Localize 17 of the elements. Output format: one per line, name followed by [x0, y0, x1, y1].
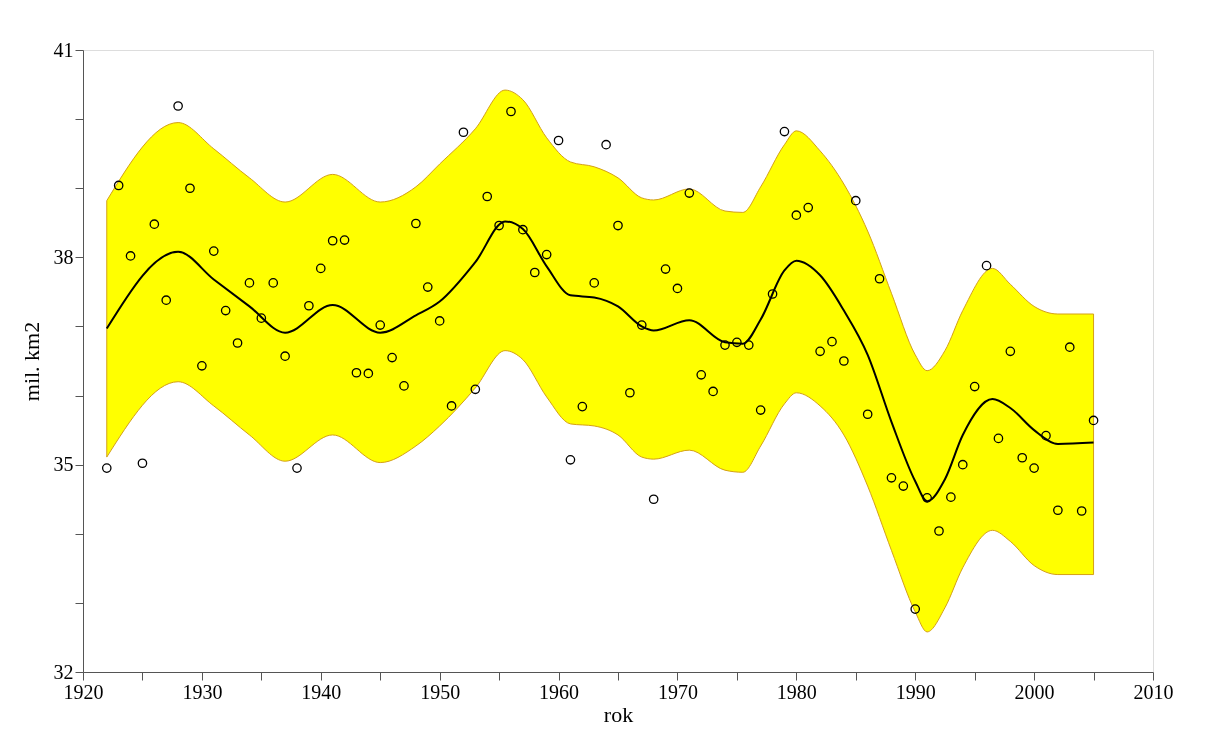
x-tick-label: 2000: [1014, 680, 1055, 703]
x-axis-title: rok: [603, 701, 634, 727]
x-tick-label: 1960: [539, 680, 580, 703]
x-tick-label: 1990: [895, 680, 936, 703]
y-tick-label: 35: [53, 453, 74, 476]
y-tick-label: 41: [53, 38, 74, 61]
x-tick-label: 2010: [1133, 680, 1174, 703]
x-tick-label: 1940: [301, 680, 342, 703]
y-axis-title: mil. km2: [18, 321, 44, 402]
x-tick-label: 1920: [63, 680, 104, 703]
x-tick-label: 1950: [420, 680, 461, 703]
x-tick-label: 1930: [182, 680, 223, 703]
x-tick-label: 1980: [776, 680, 817, 703]
x-tick-label: 1970: [657, 680, 698, 703]
y-tick-label: 32: [53, 660, 74, 683]
y-tick-label: 38: [53, 245, 74, 268]
line-series: [105, 220, 1095, 503]
